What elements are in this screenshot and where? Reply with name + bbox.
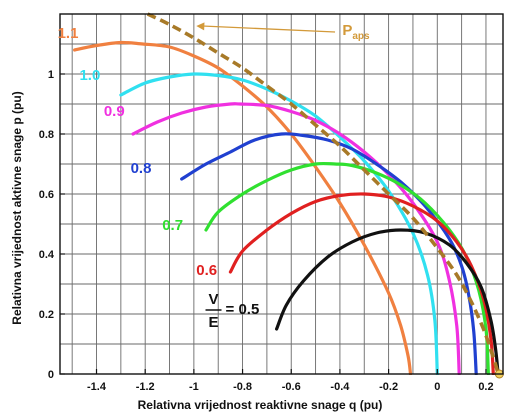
paps-main: P — [342, 22, 352, 39]
x-tick-label: -0.2 — [379, 381, 398, 393]
x-tick-label: -1.2 — [136, 381, 155, 393]
y-axis-label: Relativna vrijednost aktivne snage p (pu… — [10, 91, 24, 324]
paps-arrow-line — [202, 25, 336, 33]
x-tick-label: 0 — [434, 381, 440, 393]
x-tick-label: -1 — [189, 381, 199, 393]
series-line-1-0 — [119, 72, 439, 375]
y-tick-label: 0.8 — [39, 129, 54, 141]
paps-sub: aps — [352, 31, 370, 42]
series-line-0-8 — [180, 132, 478, 375]
y-tick-label: 0.4 — [39, 249, 55, 261]
series-line-0-5 — [275, 228, 500, 375]
ratio-denominator: E — [209, 314, 219, 331]
axes: -1.4 -1.2 -1 -0.8 -0.6 -0.4 -0.2 0 0.2 0 0.2 0.4 0.6… — [39, 13, 504, 393]
curve-label: = 0.5 — [226, 301, 260, 318]
curve-label: 0.7 — [162, 217, 183, 234]
curve-labels: 1.1 1.0 0.9 0.8 0.7 0.6 = 0.5 VE Paps — [58, 22, 370, 331]
y-tick-label: 0 — [48, 369, 54, 381]
paps-arrow-head — [196, 22, 205, 31]
y-tick-label: 1 — [48, 69, 54, 81]
curve-label: 1.1 — [58, 25, 79, 42]
x-tick-label: 0.2 — [478, 381, 493, 393]
curve-label: 1.0 — [79, 67, 100, 84]
x-tick-label: -0.6 — [282, 381, 301, 393]
x-axis-label: Relativna vrijednost reaktivne snage q (… — [138, 398, 383, 412]
series-line-paps — [146, 12, 500, 375]
x-tick-label: -1.4 — [87, 381, 107, 393]
curves — [73, 12, 504, 379]
curve-label: 0.8 — [131, 160, 152, 177]
curve-label: 0.9 — [104, 103, 125, 120]
y-tick-label: 0.6 — [39, 189, 54, 201]
y-tick-label: 0.2 — [39, 309, 54, 321]
x-tick-label: -0.8 — [233, 381, 252, 393]
paps-label: Paps — [342, 22, 370, 42]
ratio-numerator: V — [209, 291, 219, 308]
curve-label: 0.6 — [196, 262, 217, 279]
x-tick-label: -0.4 — [330, 381, 350, 393]
